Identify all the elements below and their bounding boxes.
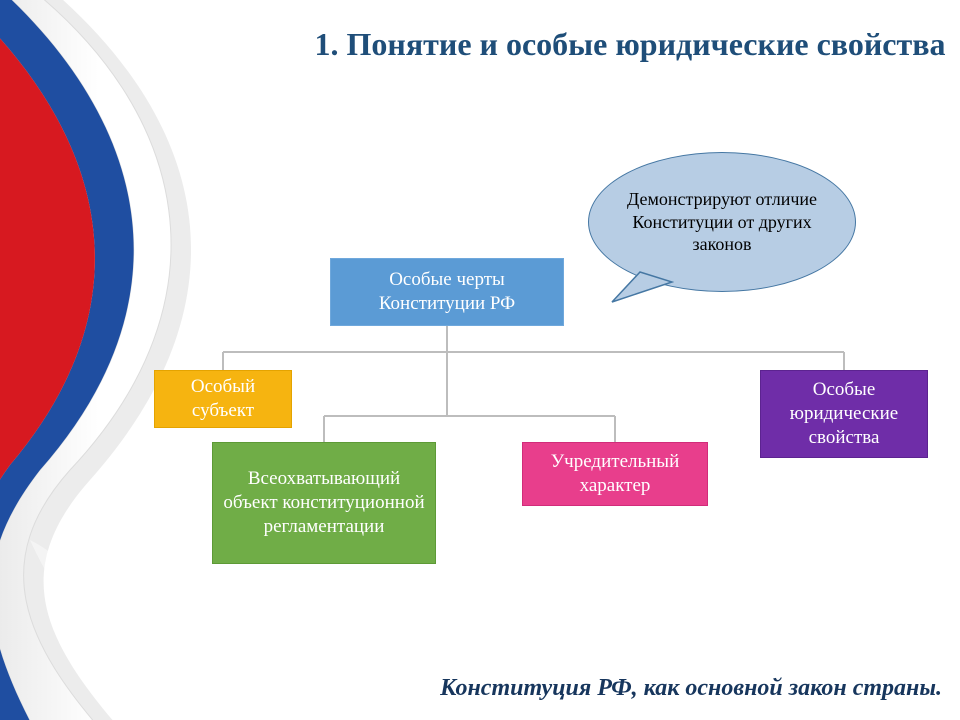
org-connectors <box>0 0 960 720</box>
root-node: Особые черты Конституции РФ <box>330 258 564 326</box>
child-node-label-0: Особый субъект <box>165 375 281 423</box>
callout-bubble: Демонстрируют отличие Конституции от дру… <box>588 152 856 292</box>
child-node-2: Учредительный характер <box>522 442 708 506</box>
child-node-label-3: Особые юридические свойства <box>771 378 917 449</box>
child-node-label-1: Всеохватывающий объект конституционной р… <box>223 467 425 538</box>
footer-caption: Конституция РФ, как основной закон стран… <box>440 675 942 702</box>
child-node-1: Всеохватывающий объект конституционной р… <box>212 442 436 564</box>
callout-text: Демонстрируют отличие Конституции от дру… <box>611 188 833 256</box>
child-node-label-2: Учредительный характер <box>533 450 697 498</box>
child-node-0: Особый субъект <box>154 370 292 428</box>
page-title: 1. Понятие и особые юридические свойства <box>300 24 960 64</box>
child-node-3: Особые юридические свойства <box>760 370 928 458</box>
root-node-label: Особые черты Конституции РФ <box>341 268 553 316</box>
